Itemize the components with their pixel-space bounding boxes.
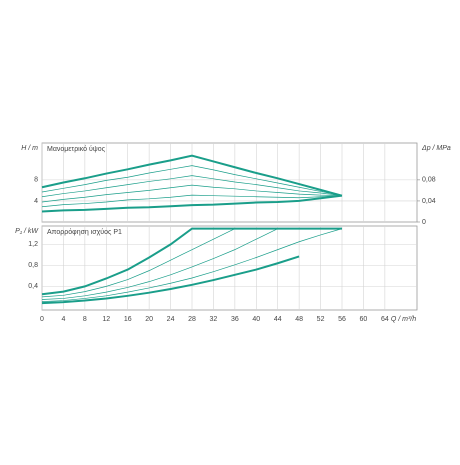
x-tick-label: 20 <box>145 316 153 323</box>
x-tick-label: 52 <box>317 316 325 323</box>
x-tick-label: 28 <box>188 316 196 323</box>
y-axis-label: H / m <box>21 145 38 152</box>
curve <box>41 227 342 296</box>
x-tick-label: 4 <box>61 316 65 323</box>
curve <box>41 194 343 213</box>
x-tick-label: 56 <box>338 316 346 323</box>
curve <box>41 255 300 305</box>
y-tick-label: 1,2 <box>28 241 38 248</box>
y2-tick-label: 0 <box>422 219 426 226</box>
x-tick-label: 32 <box>210 316 218 323</box>
y2-tick-label: 0,04 <box>422 198 436 205</box>
curve <box>41 194 343 208</box>
x-tick-label: 16 <box>124 316 132 323</box>
x-tick-label: 44 <box>274 316 282 323</box>
y-axis-label: P₁ / kW <box>15 228 39 235</box>
y-tick-label: 0,8 <box>28 262 38 269</box>
x-axis-label: Q / m³/h <box>391 316 416 323</box>
x-tick-label: 60 <box>360 316 368 323</box>
curve <box>41 184 343 203</box>
curve <box>41 165 343 197</box>
x-tick-label: 0 <box>40 316 44 323</box>
plot-area <box>41 225 418 311</box>
x-tick-label: 36 <box>231 316 239 323</box>
x-tick-label: 24 <box>167 316 175 323</box>
y-tick-label: 8 <box>34 177 38 184</box>
y2-axis-label: Δp / MPa <box>421 145 451 152</box>
curve <box>41 228 278 300</box>
x-tick-label: 40 <box>252 316 260 323</box>
y-tick-label: 4 <box>34 198 38 205</box>
curve <box>41 228 343 302</box>
curve <box>41 228 236 298</box>
y-tick-label: 0,4 <box>28 283 38 290</box>
x-tick-label: 48 <box>295 316 303 323</box>
curve <box>41 154 343 197</box>
x-tick-label: 64 <box>381 316 389 323</box>
panel-title: Απορρόφηση ισχύος P1 <box>47 228 122 236</box>
x-tick-label: 8 <box>83 316 87 323</box>
curve <box>41 175 343 198</box>
y2-tick-label: 0,08 <box>422 177 436 184</box>
x-tick-label: 12 <box>102 316 110 323</box>
panel-title: Μανομετρικό ύψος <box>47 145 106 153</box>
